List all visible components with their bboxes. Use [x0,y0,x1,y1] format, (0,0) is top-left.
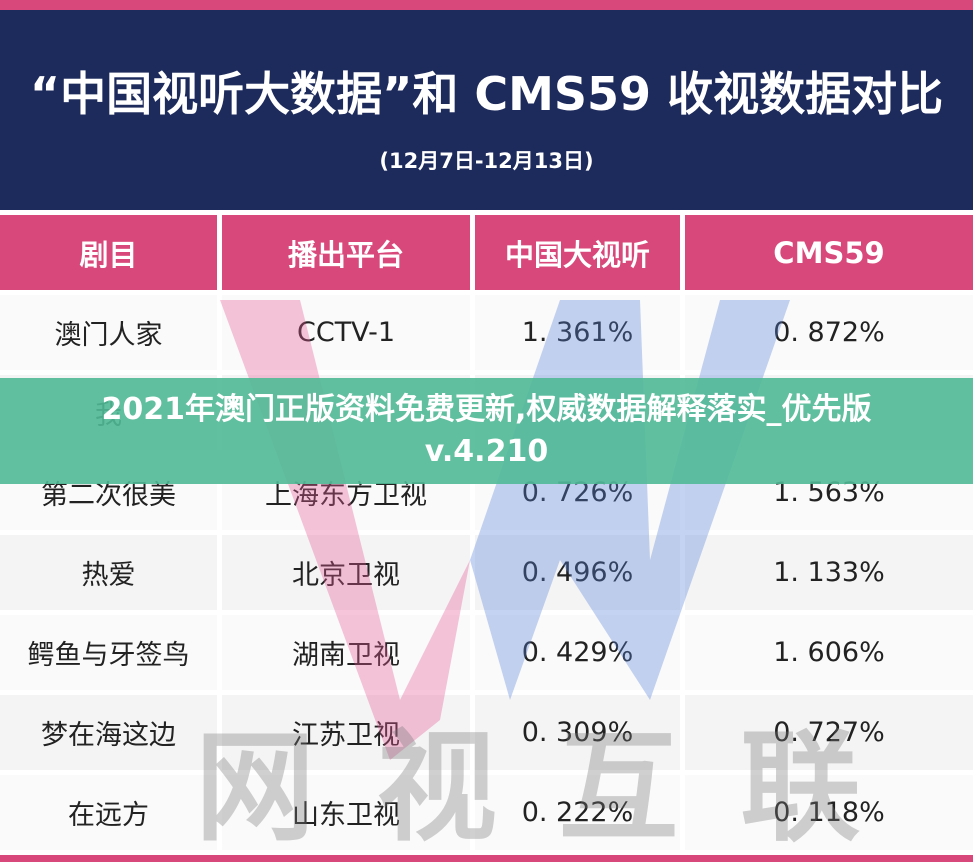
table-cell: 北京卫视 [222,535,470,610]
subtitle: (12月7日-12月13日) [379,149,594,173]
table-cell: 热爱 [0,535,217,610]
table-cell: 湖南卫视 [222,615,470,690]
table-cell: 梦在海这边 [0,695,217,770]
header-band [0,0,973,210]
table-cell: 在远方 [0,775,217,850]
column-header: 剧目 [0,215,217,290]
banner-line: v.4.210 [424,434,549,469]
table-cell: 江苏卫视 [222,695,470,770]
table-cell: 0. 872% [685,295,973,370]
watermark: 网 视 互 联 [195,719,871,858]
table-cell: 0. 727% [685,695,973,770]
table-cell: 1. 361% [475,295,680,370]
table-cell: CCTV-1 [222,295,470,370]
table-cell: 0. 118% [685,775,973,850]
banner-line: 2021年澳门正版资料免费更新,权威数据解释落实_优先版 [101,392,872,427]
table-cell: 0. 496% [475,535,680,610]
column-header: 中国大视听 [475,215,680,290]
table-cell: 1. 133% [685,535,973,610]
table-cell: 0. 429% [475,615,680,690]
table-cell: 0. 222% [475,775,680,850]
column-header: CMS59 [685,215,973,290]
column-header: 播出平台 [222,215,470,290]
title: “中国视听大数据”和 CMS59 收视数据对比 [29,67,944,121]
table-cell: 澳门人家 [0,295,217,370]
table-cell: 0. 309% [475,695,680,770]
table-cell: 1. 606% [685,615,973,690]
overlay-banner: 2021年澳门正版资料免费更新,权威数据解释落实_优先版 v.4.210 [0,378,973,484]
table-cell: 山东卫视 [222,775,470,850]
footer-band [0,855,973,862]
table-cell: 鳄鱼与牙签鸟 [0,615,217,690]
